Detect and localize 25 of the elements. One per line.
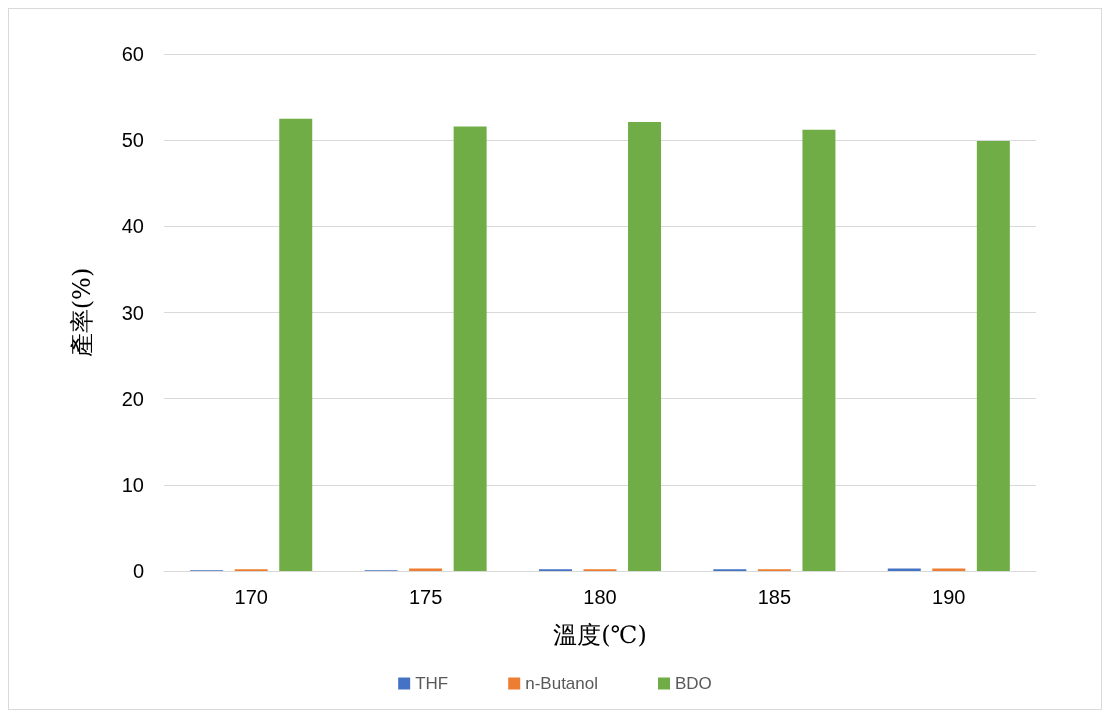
- legend-label: THF: [415, 674, 449, 693]
- bar: [976, 141, 1010, 571]
- x-tick-label: 175: [408, 586, 443, 608]
- bar: [887, 568, 921, 571]
- y-tick-label: 40: [121, 215, 144, 238]
- bar: [932, 568, 966, 571]
- x-tick-label: 185: [757, 586, 792, 608]
- x-tick-label: 170: [234, 586, 268, 608]
- bar: [409, 568, 443, 571]
- y-tick-label: 0: [132, 560, 144, 582]
- y-axis-title: 產率(%): [68, 267, 96, 358]
- y-tick-label: 30: [121, 301, 144, 324]
- bar: [802, 129, 836, 571]
- bar: [279, 118, 313, 571]
- y-tick-label: 10: [121, 473, 144, 496]
- y-tick-label: 20: [121, 387, 144, 410]
- x-tick-label: 190: [932, 586, 966, 608]
- x-tick-label: 180: [583, 586, 617, 608]
- legend-label: BDO: [674, 674, 712, 693]
- bar: [453, 126, 487, 571]
- x-axis-title: 溫度(℃): [553, 621, 647, 649]
- legend-label: n-Butanol: [525, 674, 598, 693]
- y-tick-label: 60: [121, 43, 144, 65]
- bar: [628, 122, 662, 571]
- y-tick-label: 50: [121, 129, 144, 152]
